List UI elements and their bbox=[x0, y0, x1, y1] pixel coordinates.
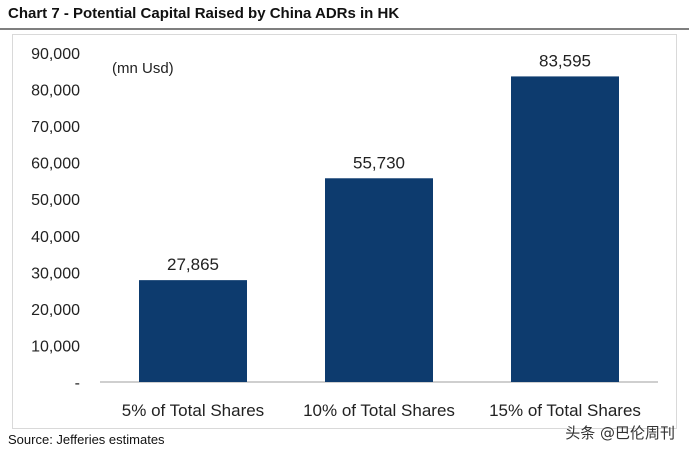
x-category-label: 15% of Total Shares bbox=[489, 401, 641, 420]
y-tick-label: 60,000 bbox=[31, 156, 80, 173]
y-tick-label: 20,000 bbox=[31, 302, 80, 319]
bar-1 bbox=[139, 280, 247, 382]
y-tick-label: 80,000 bbox=[31, 83, 80, 100]
y-tick-label: 90,000 bbox=[31, 46, 80, 63]
chart-title: Chart 7 - Potential Capital Raised by Ch… bbox=[8, 5, 400, 22]
title-divider bbox=[0, 28, 689, 30]
y-tick-label: 40,000 bbox=[31, 229, 80, 246]
unit-label: (mn Usd) bbox=[112, 60, 174, 77]
bar-value-label: 55,730 bbox=[353, 153, 405, 172]
y-tick-label: 10,000 bbox=[31, 338, 80, 355]
y-tick-label: 70,000 bbox=[31, 119, 80, 136]
bar-3 bbox=[511, 76, 619, 383]
x-category-label: 5% of Total Shares bbox=[122, 401, 264, 420]
bar-value-label: 83,595 bbox=[539, 51, 591, 70]
plot-frame bbox=[12, 34, 677, 429]
y-tick-label: - bbox=[75, 375, 80, 392]
watermark: 头条 @巴伦周刊 bbox=[565, 424, 675, 442]
bar-value-label: 27,865 bbox=[167, 255, 219, 274]
y-tick-label: 30,000 bbox=[31, 265, 80, 282]
bar-2 bbox=[325, 178, 433, 382]
source-note: Source: Jefferies estimates bbox=[8, 432, 165, 447]
y-tick-label: 50,000 bbox=[31, 192, 80, 209]
x-category-label: 10% of Total Shares bbox=[303, 401, 455, 420]
